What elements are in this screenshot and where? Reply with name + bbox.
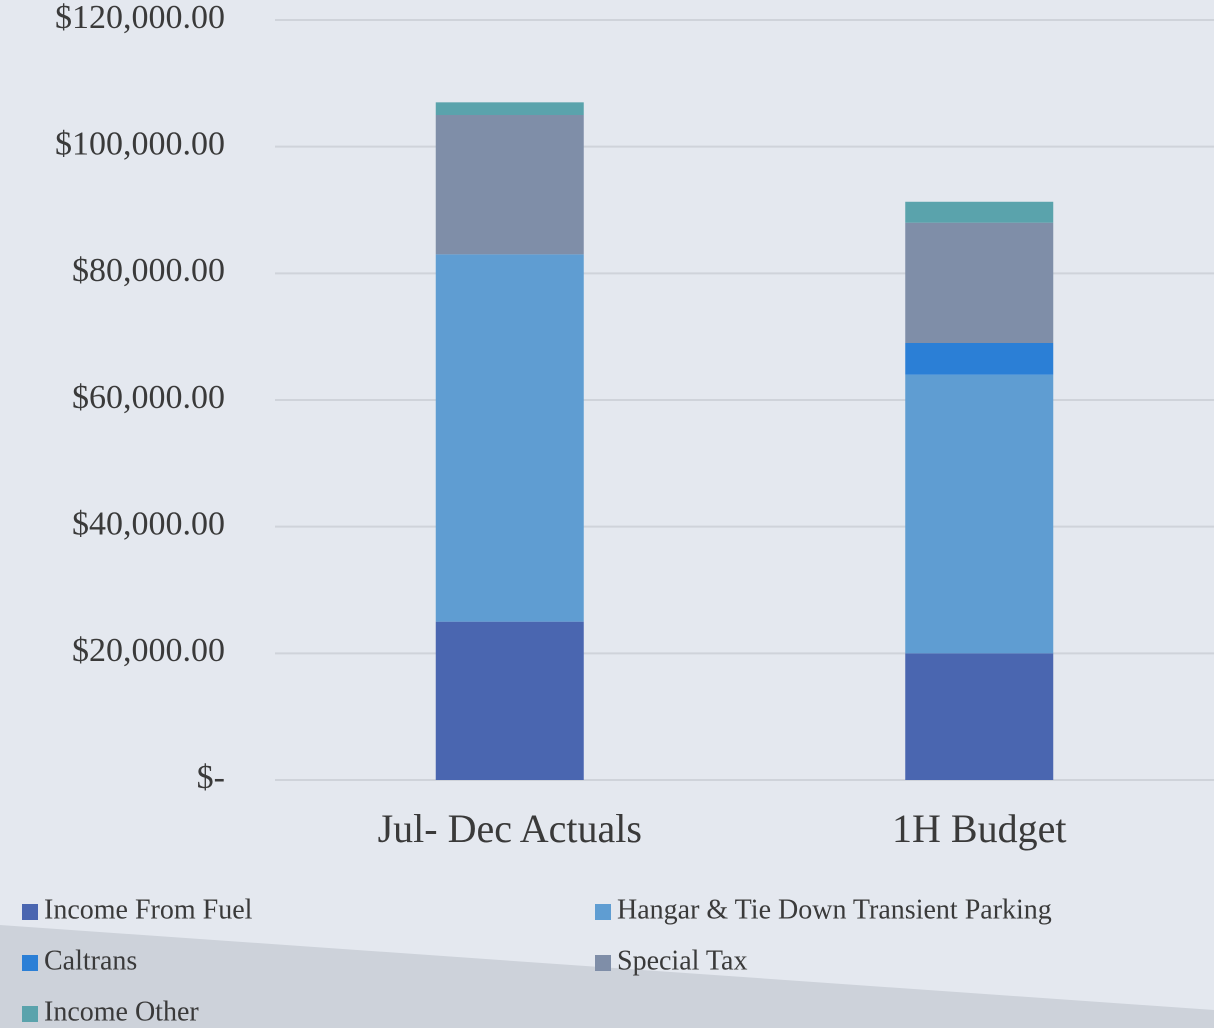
legend-label: Income Other (44, 996, 199, 1027)
bar-segment (905, 202, 1053, 223)
bar-segment (905, 653, 1053, 780)
legend-label: Special Tax (617, 945, 747, 976)
y-tick-label: $20,000.00 (72, 632, 225, 669)
x-tick-label: Jul- Dec Actuals (378, 806, 642, 851)
bar-segment (436, 254, 584, 621)
legend-swatch (22, 955, 38, 971)
legend-label: Hangar & Tie Down Transient Parking (617, 894, 1052, 925)
legend-swatch (22, 904, 38, 920)
chart: $- $20,000.00 $40,000.00 $60,000.00 $80,000.… (0, 0, 1214, 1028)
legend-swatch (22, 1006, 38, 1022)
legend-swatch (595, 955, 611, 971)
bar-segment (436, 115, 584, 254)
legend-label: Caltrans (44, 945, 137, 976)
bar-segment (905, 223, 1053, 343)
y-tick-label: $40,000.00 (72, 505, 225, 542)
y-tick-label: $80,000.00 (72, 252, 225, 289)
legend-swatch (595, 904, 611, 920)
bar-segment (436, 102, 584, 115)
y-tick-label: $100,000.00 (55, 125, 225, 162)
y-tick-label: $- (197, 759, 225, 796)
legend-label: Income From Fuel (44, 894, 253, 925)
y-tick-label: $60,000.00 (72, 379, 225, 416)
bar-segment (436, 622, 584, 780)
bar-segment (905, 343, 1053, 375)
bar-segment (905, 375, 1053, 654)
y-tick-label: $120,000.00 (55, 0, 225, 36)
page: {"chart_data": {"type": "stacked_bar", "… (0, 0, 1214, 1028)
x-tick-label: 1H Budget (892, 806, 1066, 851)
